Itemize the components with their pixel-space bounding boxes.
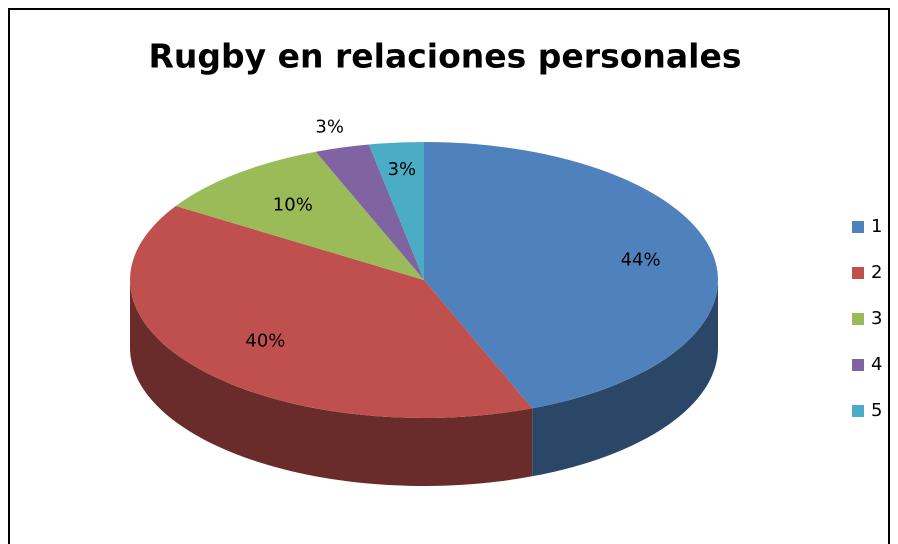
- data-label: 44%: [621, 250, 661, 271]
- legend-label: 3: [871, 308, 882, 329]
- legend-swatch: [852, 221, 864, 233]
- legend-label: 5: [871, 400, 882, 421]
- legend-label: 1: [871, 216, 882, 237]
- legend-swatch: [852, 405, 864, 417]
- slice-side: [130, 280, 533, 486]
- slice-side: [532, 280, 718, 477]
- data-label: 40%: [245, 331, 285, 352]
- data-label: 3%: [315, 117, 344, 138]
- data-label: 3%: [388, 159, 417, 180]
- chart-title: Rugby en relaciones personales: [149, 37, 742, 76]
- legend-label: 2: [871, 262, 882, 283]
- legend-swatch: [852, 267, 864, 279]
- legend-label: 4: [871, 354, 882, 375]
- slice: [368, 142, 424, 280]
- slice: [315, 144, 424, 280]
- slice: [175, 151, 424, 280]
- slice: [130, 206, 533, 418]
- legend-swatch: [852, 313, 864, 325]
- slice: [424, 142, 718, 409]
- legend-swatch: [852, 359, 864, 371]
- data-label: 10%: [273, 195, 313, 216]
